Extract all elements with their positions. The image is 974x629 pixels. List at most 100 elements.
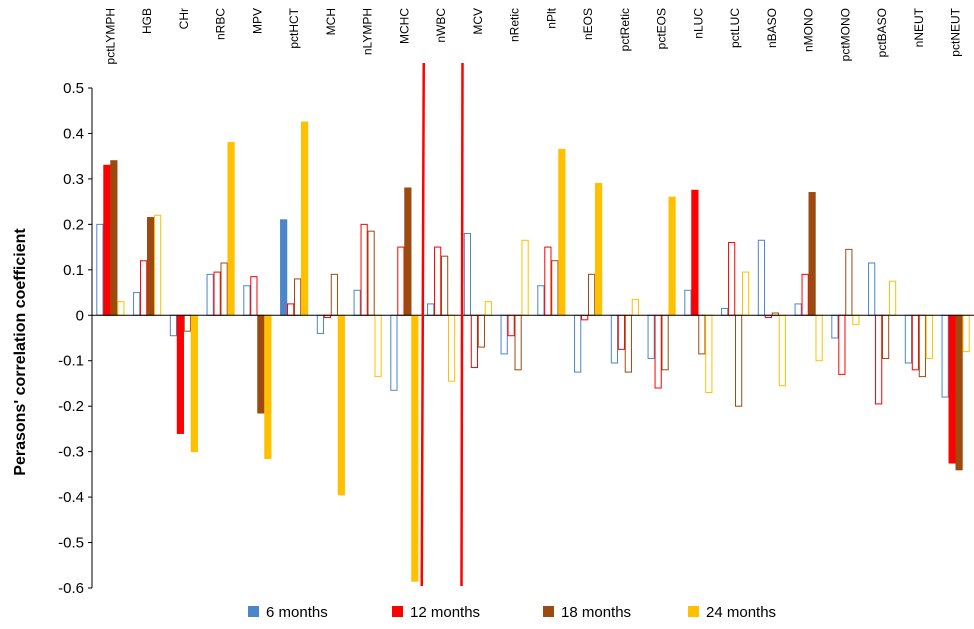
bar-6-months-pctLUC [721,307,729,316]
bar-18-months-pctEOS [661,314,669,371]
bar-6-months-MPV [243,285,251,316]
y-tick-label: 0.3 [63,171,84,188]
category-label: nLUC [691,8,705,39]
bar-18-months-pctBASO [882,314,890,359]
bar-18-months-nWBC [441,255,449,316]
bar-24-months-nWBC [447,314,456,382]
bar-24-months-nNEUT [925,314,933,359]
bar-12-months-pctLYMPH [103,164,111,316]
bar-6-months-pctRetic [610,314,619,364]
bar-18-months-nPlt [551,260,559,316]
bar-18-months-pctRetic [624,314,632,373]
y-tick-label: -0.2 [58,398,84,415]
bar-12-months-CHr [176,314,184,434]
bar-24-months-nLYMPH [374,314,382,378]
bar-6-months-nPlt [537,285,545,316]
bar-18-months-CHr [183,314,191,332]
bar-6-months-pctHCT [280,219,288,316]
bar-24-months-pctLUC [741,271,750,316]
y-tick-label: -0.5 [58,535,84,552]
y-axis-title: Perasons' correlation coefficient [12,228,29,476]
category-label: MCHC [397,8,411,44]
bar-6-months-nRBC [206,273,214,316]
bar-12-months-pctMONO [838,314,846,375]
bar-18-months-MCV [477,314,485,348]
axes: 0.5 0.4 0.3 0.2 0.1 0 -0.1 -0.2 -0.3 -0.4 -0.5 -0.6 [58,80,974,597]
bar-18-months-pctLUC [735,314,743,407]
bar-24-months-pctRetic [631,298,639,316]
bar-24-months-MCV [484,301,492,316]
bar-24-months-pctMONO [852,314,860,325]
bar-24-months-nPlt [558,148,566,316]
bar-18-months-MCHC [404,187,412,316]
bar-24-months-nMONO [815,314,823,362]
bar-6-months-HGB [133,292,141,316]
category-label: nMONO [802,8,816,52]
category-label: pctBASO [875,8,889,57]
bar-6-months-nLUC [684,289,692,316]
category-label: nPlt [544,7,558,28]
category-label: nRBC [214,8,228,40]
category-label: pctRetic [618,8,632,51]
bar-6-months-nWBC [427,303,435,316]
y-tick-label: -0.1 [58,353,84,370]
bar-12-months-HGB [140,260,148,316]
y-tick-label: -0.3 [58,444,84,461]
bar-6-months-nBASO [757,239,766,316]
bar-12-months-pctNEUT [948,314,956,464]
bar-24-months-pctLYMPH [117,301,125,316]
category-label: MCV [471,8,485,35]
bar-12-months-nNEUT [911,314,919,371]
legend-swatch [543,606,554,617]
bar-24-months-pctEOS [668,196,676,316]
bar-6-months-MCH [316,314,325,334]
red-marker-lines [420,62,464,587]
legend: 6 months 12 months 18 months 24 months [248,604,776,621]
bar-18-months-HGB [147,217,155,316]
bar-24-months-pctHCT [300,121,309,316]
bar-18-months-nLUC [698,314,706,355]
bar-24-months-MCHC [411,314,419,582]
bar-12-months-nLYMPH [360,223,368,316]
legend-label: 24 months [706,604,776,621]
y-tick-label: 0.4 [63,125,84,142]
bar-24-months-HGB [153,214,162,316]
y-tick-label: 0 [76,307,84,324]
bar-24-months-pctNEUT [962,314,970,353]
bar-18-months-pctNEUT [955,314,963,471]
bar-12-months-nWBC [434,246,442,316]
category-label: pctNEUT [949,7,963,56]
legend-swatch [392,606,403,617]
bar-12-months-pctRetic [617,314,625,350]
bar-18-months-nMONO [808,192,816,316]
bar-18-months-pctMONO [845,248,853,316]
bar-6-months-nMONO [794,303,802,316]
bar-12-months-nMONO [801,273,809,316]
bar-24-months-nRetic [521,239,529,316]
category-label: nBASO [765,8,779,48]
bar-24-months-CHr [190,314,198,453]
bar-18-months-MPV [257,314,265,414]
bar-24-months-MCH [337,314,345,496]
bar-6-months-CHr [169,314,178,337]
bar-18-months-nRetic [514,314,522,371]
category-label: MPV [250,8,264,34]
category-label: nNEUT [912,7,926,47]
category-label: nWBC [434,8,448,43]
bar-6-months-nLYMPH [353,289,361,316]
bar-6-months-pctMONO [831,314,839,339]
bar-12-months-nPlt [544,246,552,316]
bar-18-months-pctHCT [294,278,302,316]
bar-6-months-pctNEUT [941,314,949,398]
category-label: nLYMPH [361,8,375,55]
plot-area [96,121,970,582]
bar-18-months-nLYMPH [367,230,375,316]
bar-6-months-nEOS [574,314,582,373]
bar-12-months-pctHCT [287,303,295,316]
bar-6-months-nRetic [500,314,508,355]
bar-6-months-pctLYMPH [96,223,104,316]
category-labels: pctLYMPH HGB CHr nRBC MPV pctHCT MCH nLYMPH MCHC… [103,7,962,64]
bar-12-months-nRBC [213,271,221,316]
category-label: pctLYMPH [103,8,117,64]
